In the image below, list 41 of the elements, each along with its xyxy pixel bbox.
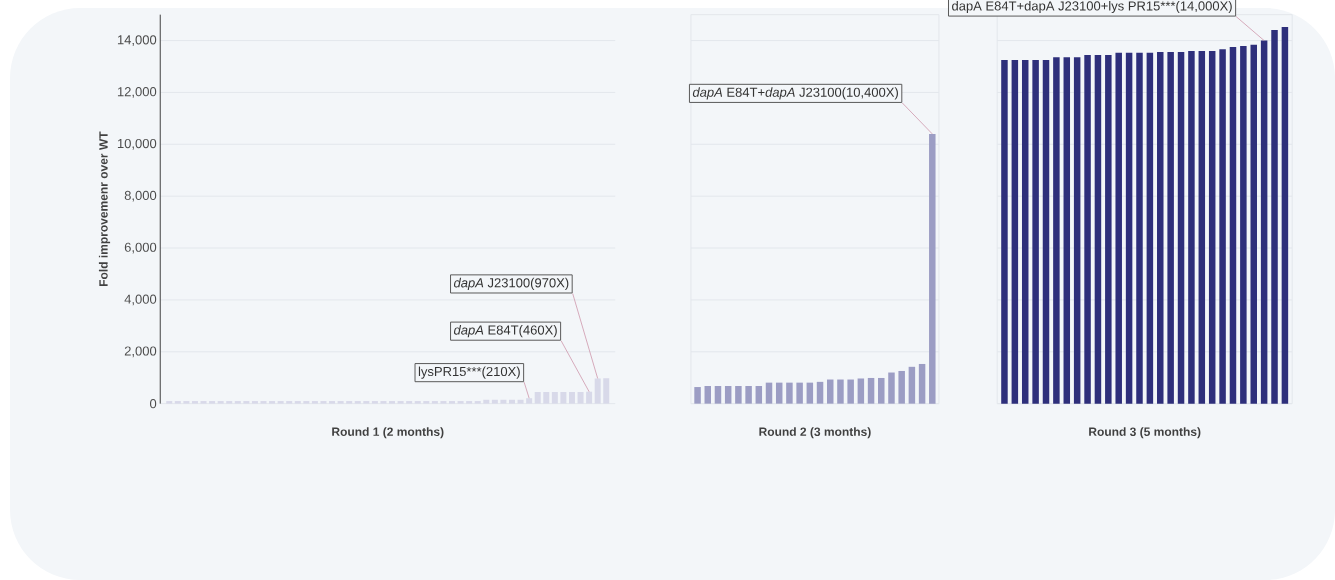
y-tick-label: 8,000 [124,190,157,202]
annotation: dapA E84T+dapA J23100(10,400X) [692,87,898,100]
y-tick-label: 6,000 [124,242,157,254]
bar [786,382,793,404]
bar [857,378,865,404]
bar [898,370,905,404]
annotation: dapA E84T(460X) [453,325,557,338]
bar [826,379,834,404]
bar [745,386,752,404]
bar [867,377,875,404]
bar [816,381,824,404]
y-tick-label: 10,000 [117,138,157,150]
bar [704,386,712,404]
bar [888,372,895,404]
bar [806,382,814,404]
bar [878,377,885,404]
bar [796,382,803,404]
y-tick-label: 2,000 [124,346,157,358]
y-tick-label: 12,000 [117,87,157,98]
bar [724,386,732,404]
y-tick-label: 14,000 [117,35,157,46]
bar [847,379,854,404]
bar [694,387,701,404]
bar [714,386,722,404]
bar [918,363,926,404]
y-axis-title: Fold improvemenr over WT [98,131,111,287]
bar [775,382,783,404]
bar [755,386,763,404]
annotation: dapA J23100(970X) [453,277,569,290]
bar [908,366,916,404]
x-axis-title: Round 2 (3 months) [759,427,871,439]
bar [837,379,844,404]
bar [765,382,773,404]
text: dapA E84T+dapA J23100+lys PR15***(14,000X) [952,0,1232,14]
bar [735,386,742,404]
y-tick-label: 4,000 [124,294,157,306]
x-axis-title: Round 1 (2 months) [332,427,444,439]
y-tick-label: 0 [149,399,157,409]
bar [929,133,936,404]
annotation: lysPR15***(210X) [418,366,520,379]
x-axis-title: Round 3 (5 months) [1089,427,1201,439]
